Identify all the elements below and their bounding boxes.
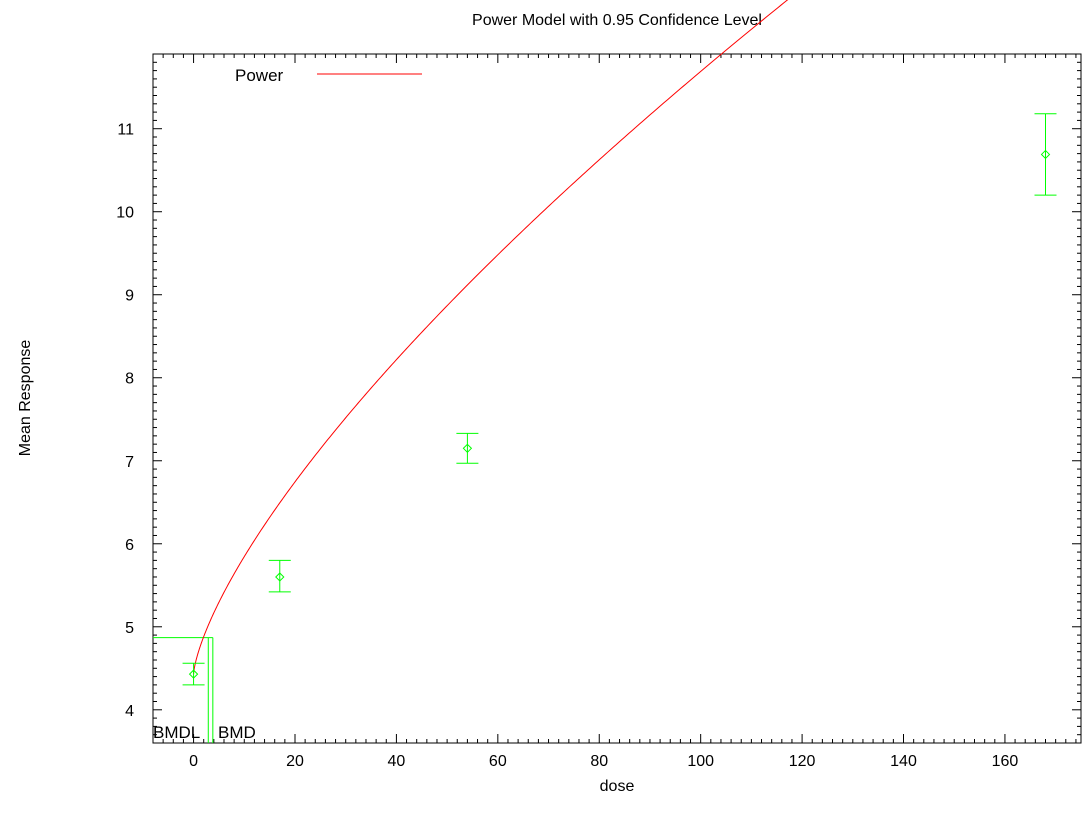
- tick-marks: [152, 53, 1081, 744]
- x-tick-labels: 0 20 40 60 80 100 120 140 160: [189, 753, 1018, 770]
- fitted-curves: [193, 0, 789, 675]
- x-axis-label: dose: [600, 778, 635, 795]
- y-tick-label: 8: [125, 371, 134, 388]
- legend: Power: [235, 66, 422, 85]
- x-tick-label: 160: [992, 753, 1019, 770]
- y-tick-label: 6: [125, 537, 134, 554]
- x-tick-label: 120: [789, 753, 816, 770]
- y-tick-label: 10: [116, 205, 134, 222]
- x-tick-label: 40: [388, 753, 406, 770]
- x-tick-label: 20: [286, 753, 304, 770]
- bmd-label: BMD: [218, 723, 256, 742]
- data-point-marker: [1040, 149, 1051, 160]
- data-point-marker: [462, 443, 473, 454]
- legend-label-power: Power: [235, 66, 284, 85]
- x-tick-label: 100: [687, 753, 714, 770]
- benchmark-lines: BMDL BMD: [153, 637, 256, 743]
- data-point-marker: [188, 669, 199, 679]
- y-tick-label: 7: [125, 454, 134, 471]
- fitted-curve-power: [193, 0, 789, 675]
- x-tick-label: 80: [590, 753, 608, 770]
- y-tick-labels: 4 5 6 7 8 9 10 11: [116, 122, 134, 720]
- chart-title: Power Model with 0.95 Confidence Level: [472, 12, 762, 29]
- y-tick-label: 11: [117, 122, 134, 139]
- x-tick-label: 0: [189, 753, 198, 770]
- bmdl-label: BMDL: [153, 723, 200, 742]
- data-point-marker: [275, 572, 285, 582]
- x-tick-label: 60: [489, 753, 507, 770]
- y-tick-label: 5: [125, 620, 134, 637]
- y-axis-label: Mean Response: [17, 340, 34, 457]
- data-points: [182, 113, 1057, 686]
- plot-frame: [152, 53, 1082, 744]
- x-tick-label: 140: [890, 753, 917, 770]
- y-tick-label: 9: [125, 288, 134, 305]
- y-tick-label: 4: [125, 703, 134, 720]
